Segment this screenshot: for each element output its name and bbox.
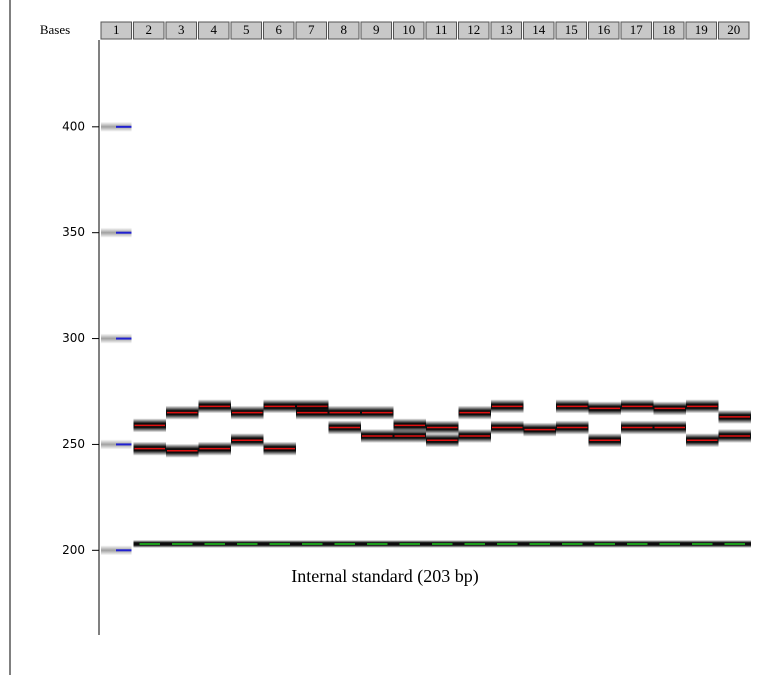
y-tick-label: 350 bbox=[62, 225, 85, 239]
y-tick-label: 400 bbox=[62, 119, 85, 133]
lane-label: 3 bbox=[178, 22, 185, 37]
page: {"chart_data": {"type": "gel", "y_label"… bbox=[0, 0, 762, 675]
lane-label: 9 bbox=[373, 22, 380, 37]
lane-label: 8 bbox=[341, 22, 348, 37]
lane-label: 15 bbox=[565, 22, 578, 37]
lane-label: 10 bbox=[402, 22, 415, 37]
gel-view: Bases Internal standard (203 bp) 200 250 3… bbox=[0, 0, 762, 675]
y-tick-label: 300 bbox=[62, 331, 85, 345]
lane-label: 19 bbox=[695, 22, 708, 37]
y-tick-label: 200 bbox=[62, 543, 85, 557]
lane-label: 5 bbox=[243, 22, 250, 37]
lane-label: 20 bbox=[727, 22, 740, 37]
lane-label: 4 bbox=[211, 22, 218, 37]
lane-label: 17 bbox=[630, 22, 644, 37]
lane-label: 18 bbox=[662, 22, 675, 37]
lane-label: 12 bbox=[467, 22, 480, 37]
lane-label: 11 bbox=[435, 22, 448, 37]
lane-label: 1 bbox=[113, 22, 120, 37]
lane-label: 13 bbox=[500, 22, 513, 37]
y-tick-label: 250 bbox=[62, 437, 85, 451]
lane-label: 2 bbox=[146, 22, 153, 37]
lane-label: 16 bbox=[597, 22, 611, 37]
lane-label: 14 bbox=[532, 22, 546, 37]
lane-label: 6 bbox=[276, 22, 283, 37]
y-axis-label: Bases bbox=[40, 22, 70, 37]
annotation: Internal standard (203 bp) bbox=[291, 566, 478, 587]
lane-label: 7 bbox=[308, 22, 315, 37]
